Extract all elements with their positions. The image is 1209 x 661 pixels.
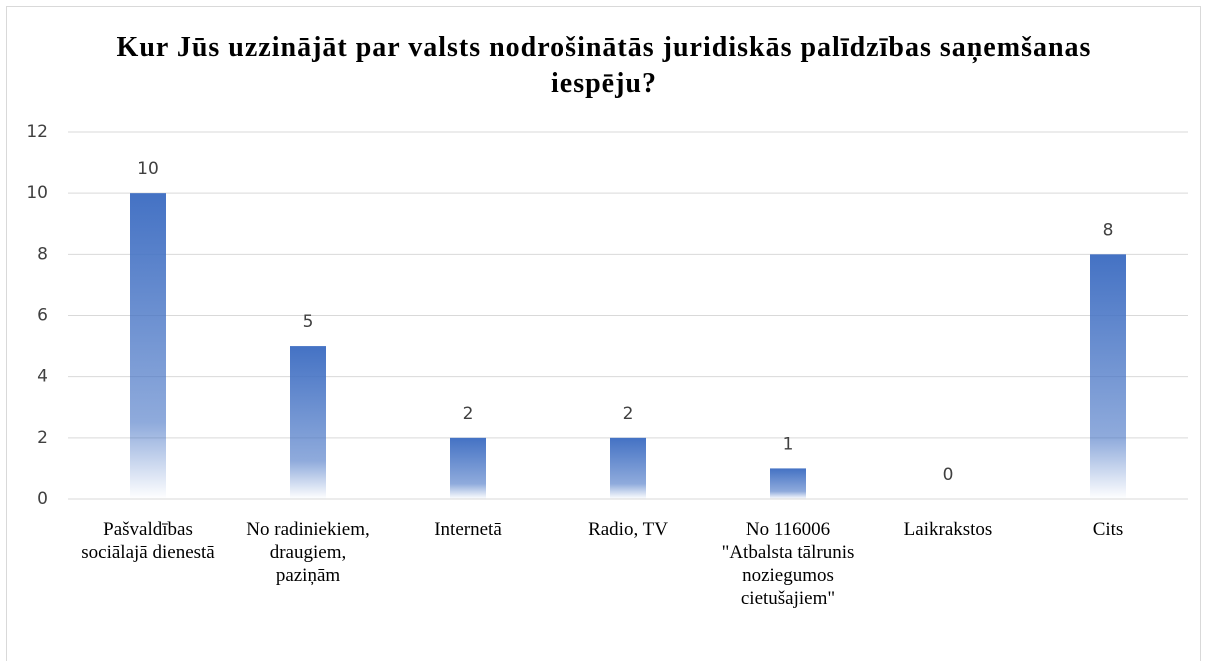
x-tick-label: No radiniekiem, draugiem, paziņām	[246, 519, 370, 586]
data-label: 10	[137, 159, 159, 179]
data-label: 0	[943, 465, 954, 485]
y-tick-label: 2	[37, 428, 48, 448]
y-tick-label: 8	[37, 244, 48, 264]
y-tick-label: 0	[37, 489, 48, 509]
x-tick-label: No 116006 "Atbalsta tālrunis noziegumos …	[721, 519, 855, 609]
bar	[1090, 254, 1126, 499]
data-label: 2	[463, 404, 474, 424]
x-tick-label: Radio, TV	[588, 519, 668, 540]
y-tick-label: 4	[37, 367, 48, 387]
data-label: 8	[1103, 220, 1114, 240]
bar	[610, 437, 646, 499]
chart-border	[6, 6, 1201, 661]
y-tick-label: 10	[26, 183, 48, 203]
chart-title: Kur Jūs uzzinājāt par valsts nodrošinātā…	[116, 32, 1092, 99]
bar	[770, 468, 806, 499]
x-tick-label: Pašvaldības sociālajā dienestā	[81, 519, 215, 563]
y-tick-label: 12	[26, 122, 48, 142]
bar	[290, 346, 326, 499]
bar	[450, 437, 486, 499]
x-tick-label: Cits	[1092, 519, 1124, 540]
data-label: 2	[623, 404, 634, 424]
y-tick-label: 6	[37, 306, 48, 326]
data-label: 1	[783, 434, 794, 454]
bar	[130, 193, 166, 499]
x-tick-label: Internetā	[434, 519, 502, 540]
x-tick-label: Laikrakstos	[903, 519, 993, 540]
data-label: 5	[303, 312, 314, 332]
